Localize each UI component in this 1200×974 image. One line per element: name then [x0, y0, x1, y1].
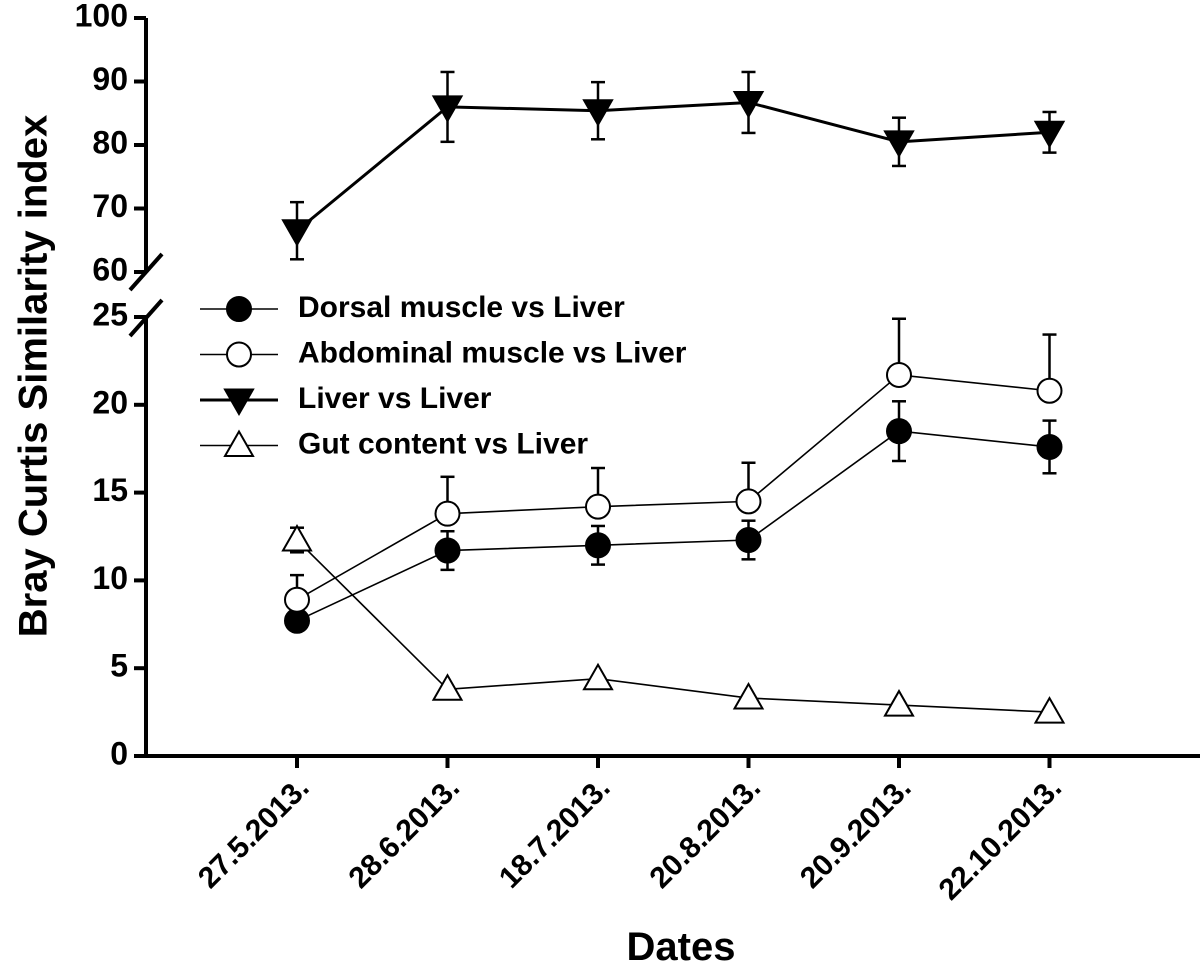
legend-marker: [223, 429, 255, 457]
series-line: [296, 430, 1050, 622]
legend-label: Dorsal muscle vs Liver: [298, 291, 625, 324]
x-tick-label: 20.8.2013.: [643, 771, 767, 895]
data-point: [431, 95, 464, 123]
data-point: [434, 500, 461, 527]
legend: Dorsal muscle vs Liver Abdominal muscle v…: [200, 291, 687, 460]
x-tick-label: 22.10.2013.: [933, 771, 1068, 906]
y-axis-ticks: 0 5 10 15 20 25 60 70 80 90 100: [75, 0, 146, 771]
legend-marker: [223, 388, 255, 417]
x-axis-ticks: 27.5.2013. 28.6.2013. 18.7.2013. 20.8.2013.…: [192, 756, 1068, 907]
y-tick-label: 60: [92, 251, 128, 287]
series-layer: [281, 70, 1066, 724]
y-tick-label: 90: [92, 61, 128, 97]
y-tick-label: 100: [75, 0, 128, 33]
data-point: [585, 532, 611, 559]
legend-label: Abdominal muscle vs Liver: [298, 336, 687, 369]
data-point: [735, 488, 762, 515]
data-point: [281, 523, 313, 552]
y-tick-label: 25: [92, 296, 128, 332]
legend-item: Abdominal muscle vs Liver: [200, 336, 687, 369]
y-tick-label: 10: [92, 560, 128, 596]
data-point: [284, 586, 310, 613]
data-point: [1033, 120, 1066, 149]
legend-marker: [226, 296, 252, 322]
legend-label: Liver vs Liver: [298, 382, 492, 415]
data-point: [582, 99, 614, 127]
data-point: [883, 689, 915, 717]
data-point: [732, 682, 765, 710]
series-liver-vs-liver: [281, 70, 1066, 261]
data-point: [886, 361, 912, 388]
data-point: [585, 493, 611, 520]
series-line: [296, 100, 1050, 232]
series-line: [296, 374, 1050, 601]
y-axis-title: Bray Curtis Similarity index: [12, 115, 56, 637]
y-tick-label: 5: [110, 648, 128, 684]
y-tick-label: 0: [110, 735, 128, 771]
x-tick-label: 18.7.2013.: [493, 771, 617, 895]
y-tick-label: 20: [92, 384, 128, 420]
data-point: [281, 219, 313, 247]
data-point: [434, 537, 461, 564]
y-tick-label: 15: [92, 472, 128, 508]
y-tick-label: 70: [92, 188, 128, 224]
legend-marker: [226, 341, 252, 368]
x-tick-label: 20.9.2013.: [794, 771, 918, 895]
y-tick-label: 80: [92, 124, 128, 160]
series-gut-content-vs-liver: [281, 523, 1066, 724]
x-axis-title: Dates: [627, 925, 736, 969]
x-tick-label: 28.6.2013.: [342, 771, 466, 895]
data-point: [883, 130, 915, 158]
data-point: [431, 673, 464, 701]
data-point: [886, 418, 912, 445]
data-point: [1036, 433, 1063, 460]
series-dorsal-muscle-vs-liver: [284, 400, 1063, 634]
series-abdominal-muscle-vs-liver: [284, 317, 1063, 613]
series-line: [296, 539, 1050, 713]
data-point: [1036, 377, 1063, 404]
legend-item: Dorsal muscle vs Liver: [200, 291, 625, 324]
data-point: [735, 527, 762, 554]
legend-label: Gut content vs Liver: [298, 427, 588, 460]
data-point: [1033, 696, 1066, 724]
data-point: [732, 90, 765, 119]
legend-item: Gut content vs Liver: [200, 427, 588, 460]
data-point: [582, 662, 614, 691]
x-tick-label: 27.5.2013.: [192, 771, 316, 895]
legend-item: Liver vs Liver: [200, 382, 492, 417]
